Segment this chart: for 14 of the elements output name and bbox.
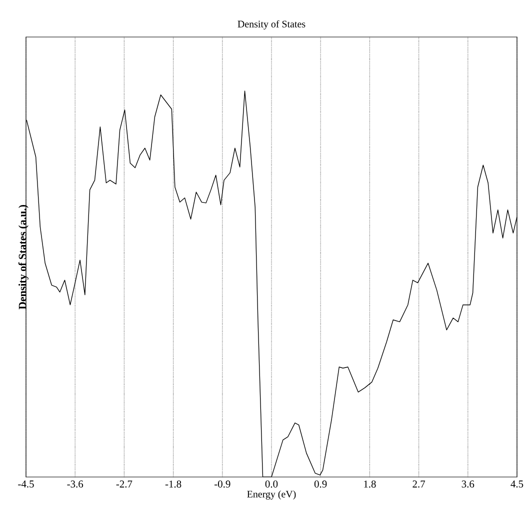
x-tick-label: -2.7 [116, 480, 132, 488]
x-tick-label: -0.9 [214, 480, 230, 488]
x-tick-label: -4.5 [18, 480, 34, 488]
x-axis-title: Energy (eV) [247, 490, 296, 500]
y-axis-title: Density of States (a.u.) [18, 204, 28, 310]
chart-title: Density of States [238, 20, 306, 30]
x-tick-label: 0.0 [265, 480, 278, 488]
x-tick-label: 2.7 [412, 480, 426, 488]
x-tick-label: -1.8 [165, 480, 182, 488]
x-tick-label: 3.6 [462, 480, 474, 488]
x-tick-label: 0.9 [314, 480, 327, 488]
x-tick-label: 4.5 [510, 480, 524, 488]
x-tick-label: -3.6 [67, 480, 84, 488]
x-tick-label: 1.8 [364, 480, 376, 488]
